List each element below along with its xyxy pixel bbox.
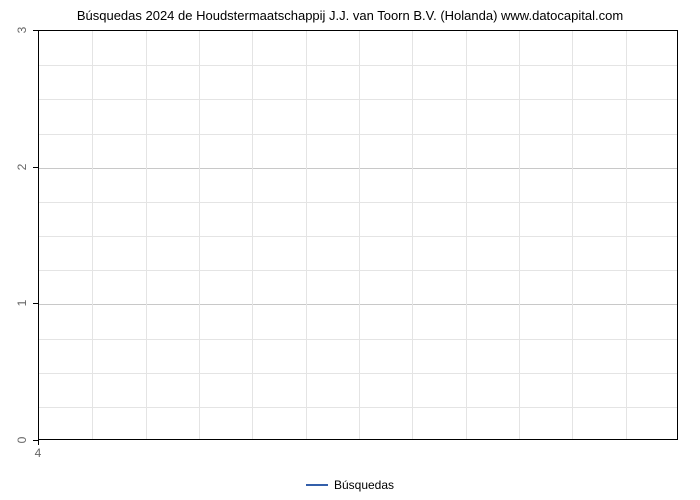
gridline-x-minor	[199, 31, 200, 439]
gridline-x-minor	[519, 31, 520, 439]
gridline-y-minor	[39, 134, 677, 135]
y-tick-mark	[33, 167, 38, 168]
gridline-x-minor	[626, 31, 627, 439]
gridline-y-minor	[39, 236, 677, 237]
x-tick-mark	[38, 440, 39, 445]
gridline-y-minor	[39, 202, 677, 203]
gridline-y-major	[39, 168, 677, 169]
chart-title: Búsquedas 2024 de Houdstermaatschappij J…	[0, 8, 700, 23]
y-tick-label: 3	[15, 20, 29, 40]
gridline-y-major	[39, 304, 677, 305]
legend-label: Búsquedas	[334, 478, 394, 492]
y-tick-mark	[33, 30, 38, 31]
y-tick-mark	[33, 303, 38, 304]
gridline-y-minor	[39, 99, 677, 100]
legend-swatch	[306, 484, 328, 486]
y-tick-label: 2	[15, 157, 29, 177]
gridline-x-minor	[572, 31, 573, 439]
x-tick-label: 4	[35, 446, 42, 460]
gridline-x-minor	[306, 31, 307, 439]
gridline-x-minor	[466, 31, 467, 439]
plot-area	[38, 30, 678, 440]
gridline-y-minor	[39, 407, 677, 408]
gridline-y-minor	[39, 270, 677, 271]
gridline-x-minor	[92, 31, 93, 439]
gridline-x-minor	[359, 31, 360, 439]
chart-container: Búsquedas 2024 de Houdstermaatschappij J…	[0, 0, 700, 500]
gridline-y-minor	[39, 373, 677, 374]
y-tick-label: 1	[15, 293, 29, 313]
gridline-x-minor	[252, 31, 253, 439]
gridline-y-minor	[39, 65, 677, 66]
gridline-x-minor	[146, 31, 147, 439]
legend: Búsquedas	[0, 478, 700, 492]
y-tick-label: 0	[15, 430, 29, 450]
gridline-y-minor	[39, 339, 677, 340]
gridline-x-minor	[412, 31, 413, 439]
